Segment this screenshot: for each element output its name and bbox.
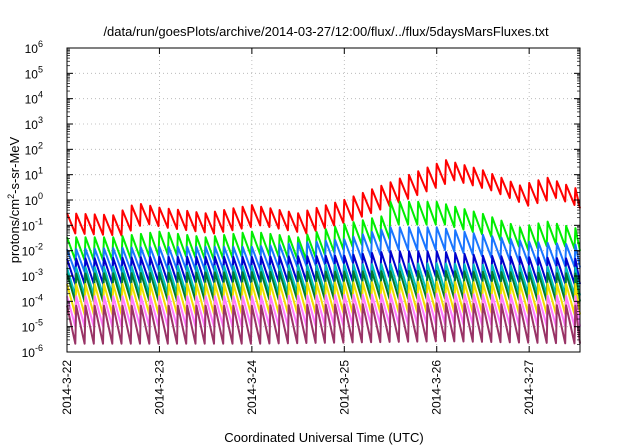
x-tick-label: 2014-3-23	[152, 360, 166, 415]
series-line-0	[66, 159, 581, 237]
y-axis-label: protons/cm2-s-sr-MeV	[6, 136, 22, 263]
y-tick-label: 10-5	[22, 318, 43, 335]
y-tick-label: 105	[25, 64, 43, 81]
y-axis-label-superscript: 2	[6, 194, 16, 199]
series-group	[66, 159, 581, 345]
y-tick-label: 10-6	[22, 343, 43, 360]
y-tick-label: 102	[25, 140, 43, 157]
axes: 10-6 10-5 10-4 10-3 10-2 10-1 100 101 102 103 104 1…	[22, 39, 580, 415]
y-axis-label-prefix: protons/cm	[7, 199, 22, 263]
chart-title: /data/run/goesPlots/archive/2014-03-27/1…	[103, 24, 549, 39]
x-tick-label: 2014-3-25	[337, 360, 351, 415]
series-line-2	[66, 226, 581, 274]
x-tick-label: 2014-3-22	[60, 360, 74, 415]
y-tick-label: 104	[25, 90, 43, 107]
y-tick-label: 10-4	[22, 292, 43, 309]
x-tick-label: 2014-3-27	[522, 360, 536, 415]
y-tick-label: 100	[25, 191, 43, 208]
x-axis-label: Coordinated Universal Time (UTC)	[224, 430, 423, 445]
y-tick-label: 103	[25, 115, 43, 132]
x-tick-label: 2014-3-26	[430, 360, 444, 415]
series-line-8	[66, 302, 581, 345]
y-tick-label: 10-1	[22, 216, 43, 233]
y-tick-label: 106	[25, 39, 43, 56]
y-tick-label: 101	[25, 166, 43, 183]
y-axis-label-suffix: -s-sr-MeV	[7, 136, 22, 193]
y-tick-label: 10-3	[22, 267, 43, 284]
y-tick-label: 10-2	[22, 242, 43, 259]
x-tick-label: 2014-3-24	[245, 360, 259, 415]
